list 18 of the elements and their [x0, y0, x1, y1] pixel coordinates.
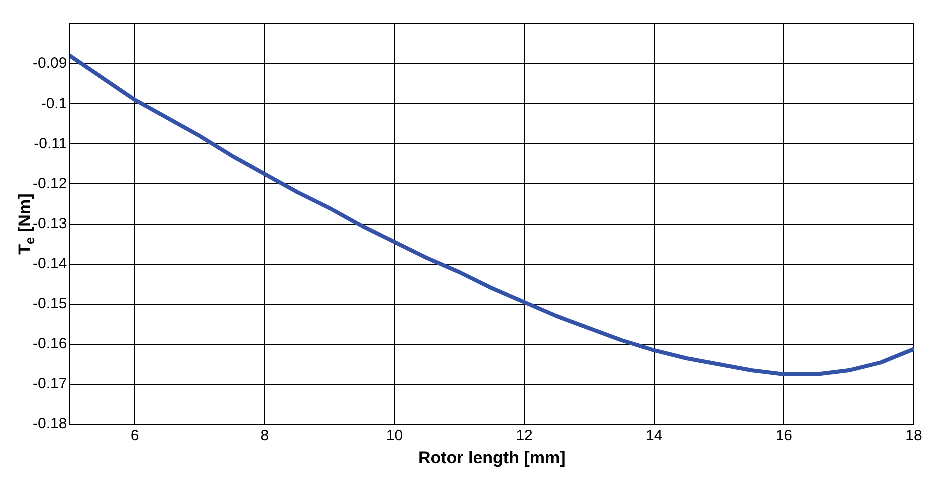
x-tick-label: 10: [386, 428, 404, 445]
y-tick-label: -0.09: [32, 55, 68, 72]
y-tick-label: -0.12: [32, 175, 68, 192]
y-tick-label: -0.16: [32, 336, 68, 353]
x-tick-label: 16: [776, 428, 793, 445]
x-tick-label: 6: [130, 428, 140, 445]
y-tick-label: -0.18: [32, 416, 68, 433]
x-tick-label: 8: [260, 428, 270, 445]
y-tick-label: -0.15: [32, 296, 68, 313]
x-tick-label: 18: [906, 428, 922, 445]
y-tick-label: -0.17: [32, 376, 68, 393]
y-tick-label: -0.13: [32, 215, 68, 232]
x-tick-label: 12: [516, 428, 533, 445]
y-tick-label: -0.1: [41, 95, 68, 112]
y-tick-label: -0.11: [34, 135, 68, 152]
x-tick-label: 14: [646, 428, 663, 445]
x-axis-title: Rotor length [mm]: [418, 448, 566, 468]
y-tick-label: -0.14: [32, 256, 68, 272]
